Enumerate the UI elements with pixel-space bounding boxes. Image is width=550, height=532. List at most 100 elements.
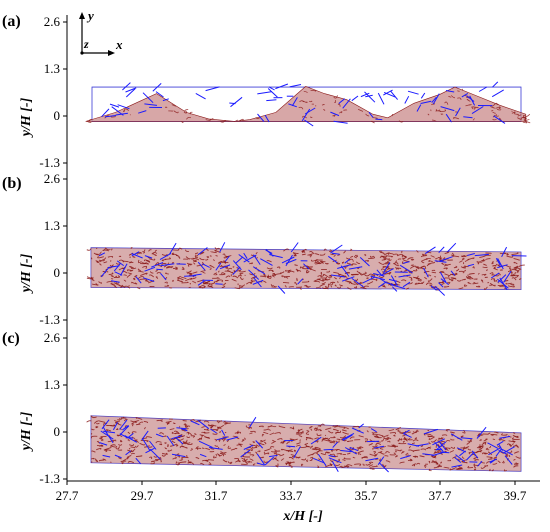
velocity-vector: [268, 89, 277, 98]
velocity-vector: [421, 93, 425, 98]
structure-mark: [207, 429, 208, 430]
ytick-c-2: 0: [54, 424, 61, 439]
structure-mark: [297, 270, 298, 271]
panel-b-plot: [87, 242, 527, 295]
velocity-vector: [352, 96, 358, 101]
structure-mark: [216, 255, 218, 256]
structure-mark: [253, 442, 255, 443]
velocity-vector: [275, 84, 288, 89]
structure-mark: [488, 459, 492, 460]
structure-mark: [388, 253, 389, 255]
axis-glyph-y: y: [86, 8, 94, 23]
structure-mark: [151, 461, 153, 462]
structure-mark: [87, 421, 92, 423]
structure-mark: [395, 451, 396, 452]
structure-mark: [474, 279, 477, 280]
structure-mark: [404, 437, 405, 439]
structure-mark: [509, 441, 513, 442]
structure-mark: [435, 452, 442, 453]
structure-mark: [369, 462, 373, 463]
ytick-a-3: -1.3: [39, 155, 60, 170]
velocity-vector: [405, 96, 409, 103]
panel-c-plot: [87, 416, 521, 472]
ytick-c-0: 2.6: [44, 330, 61, 345]
ylabel-c: y/H [-]: [19, 411, 34, 452]
xtick-0: 27.7: [56, 488, 79, 503]
structure-mark: [164, 443, 166, 444]
y-ticks: [63, 22, 67, 479]
velocity-vector: [408, 91, 419, 94]
velocity-vector: [479, 87, 487, 92]
ytick-a-2: 0: [54, 108, 61, 123]
velocity-vector: [448, 243, 456, 252]
ytick-c-1: 1.3: [44, 377, 60, 392]
structure-mark: [526, 120, 530, 121]
structure-mark: [432, 272, 436, 273]
axis-glyph-x: x: [115, 37, 123, 52]
structure-mark: [365, 441, 366, 442]
structure-mark: [111, 278, 113, 279]
structure-mark: [264, 452, 265, 453]
structure-mark: [129, 448, 130, 449]
velocity-vector: [231, 97, 243, 106]
xtick-1: 29.7: [131, 488, 154, 503]
velocity-vector: [215, 284, 222, 285]
panel-label-a: (a): [2, 13, 21, 30]
ytick-b-3: -1.3: [39, 312, 60, 327]
ytick-b-1: 1.3: [44, 218, 60, 233]
velocity-vector: [257, 92, 272, 94]
structure-mark: [338, 274, 340, 275]
structure-mark: [483, 267, 488, 268]
velocity-vector: [492, 82, 498, 87]
structure-mark: [411, 265, 414, 266]
structure-mark: [295, 265, 298, 266]
velocity-vector: [492, 90, 504, 97]
axis-glyph-z: z: [83, 37, 89, 51]
structure-mark: [244, 457, 250, 458]
structure-mark: [448, 460, 451, 461]
structure-mark: [130, 270, 133, 271]
velocity-vector: [122, 83, 130, 90]
structure-mark: [208, 460, 214, 461]
ytick-c-3: -1.3: [39, 471, 60, 486]
structure-mark: [111, 284, 114, 285]
structure-mark: [385, 456, 389, 457]
velocity-vector: [324, 449, 334, 450]
structure-mark: [444, 286, 449, 287]
structure-mark: [184, 110, 188, 112]
structure-mark: [130, 115, 131, 116]
velocity-vector: [375, 119, 382, 120]
structure-mark: [233, 436, 237, 437]
structure-mark: [161, 460, 162, 462]
velocity-vector: [290, 85, 301, 87]
structure-mark: [225, 432, 226, 433]
xtick-4: 35.7: [355, 488, 378, 503]
xtick-2: 31.7: [205, 488, 228, 503]
panel-a-plot: [86, 82, 531, 126]
ytick-b-2: 0: [54, 265, 61, 280]
xtick-3: 33.7: [280, 488, 303, 503]
ytick-b-0: 2.6: [44, 171, 61, 186]
ylabel-b: y/H [-]: [19, 253, 34, 294]
ytick-a-1: 1.3: [44, 61, 60, 76]
structure-mark: [130, 257, 131, 258]
structure-mark: [283, 282, 289, 283]
xlabel: x/H [-]: [282, 509, 323, 524]
velocity-vector: [266, 100, 276, 101]
panel-label-c: (c): [2, 330, 20, 347]
structure-mark: [303, 431, 304, 433]
structure-mark: [350, 249, 352, 250]
structure-mark: [526, 114, 530, 116]
structure-mark: [215, 274, 217, 275]
structure-mark: [335, 456, 338, 457]
xtick-6: 39.7: [504, 488, 527, 503]
structure-mark: [172, 280, 173, 281]
panel-label-b: (b): [2, 175, 22, 192]
velocity-vector: [110, 104, 119, 107]
ytick-a-0: 2.6: [44, 14, 61, 29]
structure-mark: [434, 457, 436, 458]
coordinate-axes-icon: y z x: [79, 8, 123, 56]
structure-mark: [210, 256, 211, 257]
